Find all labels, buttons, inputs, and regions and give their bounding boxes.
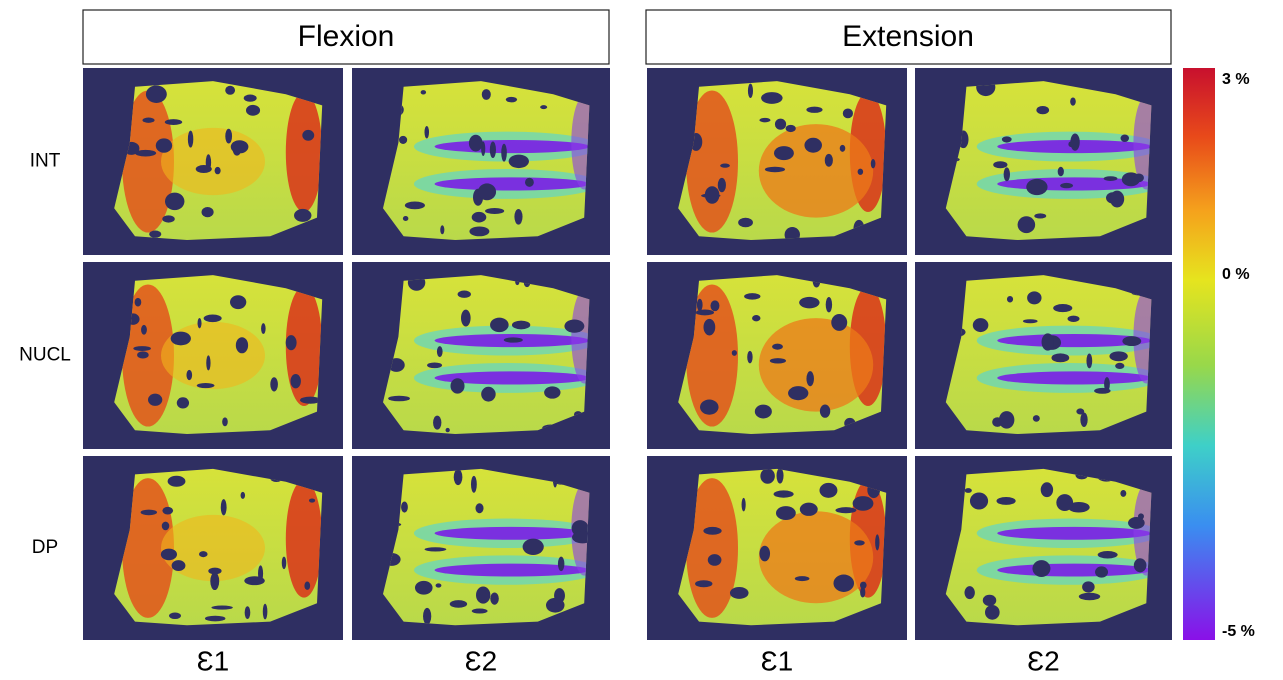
header: Flexion <box>298 20 395 53</box>
strain-map <box>647 262 907 449</box>
strain-map <box>352 456 610 640</box>
colorbar <box>1183 68 1215 640</box>
colorbar-label: -5 % <box>1222 623 1255 640</box>
strain-map <box>647 68 907 255</box>
strain-map <box>83 68 343 255</box>
column-label: Ɛ2 <box>1027 645 1059 676</box>
strain-map <box>915 456 1172 640</box>
colorbar-label: 3 % <box>1222 71 1250 88</box>
header: Extension <box>842 20 974 53</box>
strain-map <box>915 68 1172 255</box>
column-label: Ɛ2 <box>465 645 497 676</box>
strain-map <box>352 262 610 449</box>
row-label: NUCL <box>19 345 71 366</box>
row-label: INT <box>30 151 61 172</box>
column-label: Ɛ1 <box>761 645 793 676</box>
strain-map <box>915 262 1172 449</box>
strain-map <box>83 456 343 640</box>
row-label: DP <box>32 537 58 558</box>
strain-map <box>647 456 907 640</box>
strain-map <box>83 262 343 449</box>
strain-map <box>352 68 610 255</box>
panels <box>83 68 1172 640</box>
column-label: Ɛ1 <box>197 645 229 676</box>
colorbar-label: 0 % <box>1222 266 1250 283</box>
figure: Flexion Extension 3 % 0 % -5 % INT NUCL DP… <box>0 0 1283 680</box>
